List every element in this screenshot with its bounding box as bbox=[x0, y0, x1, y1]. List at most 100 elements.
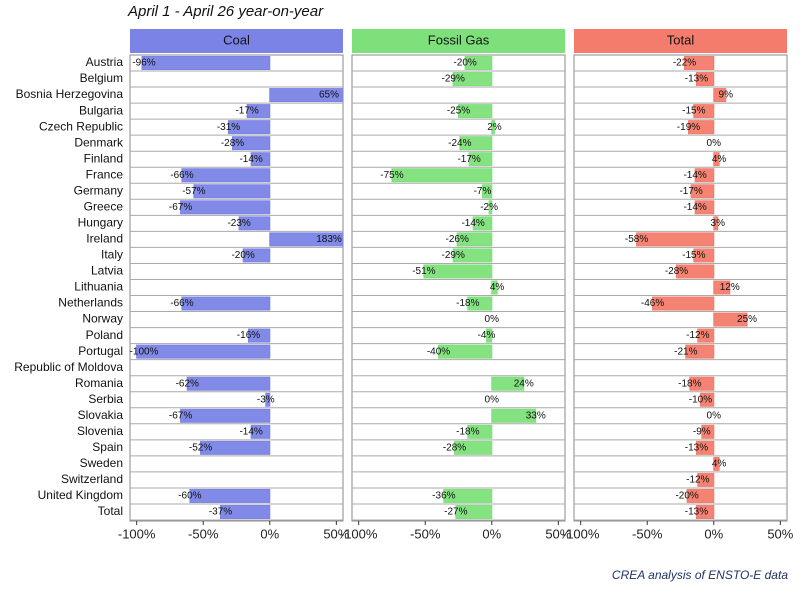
value-label: 4% bbox=[712, 154, 727, 165]
bar bbox=[220, 505, 271, 519]
bar bbox=[695, 72, 715, 87]
value-label: -58% bbox=[625, 234, 648, 245]
bar bbox=[246, 104, 271, 119]
bar bbox=[686, 488, 715, 503]
bar bbox=[454, 440, 493, 455]
header-strip bbox=[352, 29, 565, 53]
bar bbox=[464, 56, 493, 70]
value-label: -28% bbox=[443, 442, 466, 453]
header-strip bbox=[130, 29, 343, 53]
bar bbox=[452, 248, 493, 263]
value-label: -62% bbox=[176, 378, 199, 389]
bar bbox=[468, 152, 493, 167]
bar bbox=[180, 408, 271, 423]
value-label: -96% bbox=[132, 58, 155, 69]
category-label: Greece bbox=[84, 199, 124, 213]
bar bbox=[697, 328, 715, 343]
value-label: -51% bbox=[412, 266, 435, 277]
value-label: -52% bbox=[189, 442, 212, 453]
value-label: -24% bbox=[448, 138, 471, 149]
bar bbox=[238, 216, 271, 231]
value-label: -29% bbox=[441, 74, 464, 85]
bar bbox=[228, 120, 271, 135]
bar bbox=[232, 136, 271, 151]
bar bbox=[694, 168, 715, 183]
value-label: -36% bbox=[432, 491, 455, 502]
bar bbox=[423, 264, 493, 279]
x-tick-label: 0% bbox=[260, 526, 279, 541]
bar bbox=[701, 424, 715, 439]
value-label: -9% bbox=[693, 426, 711, 437]
category-label: Bosnia Herzegovina bbox=[16, 87, 124, 101]
bar bbox=[438, 344, 493, 359]
value-label: -12% bbox=[686, 475, 709, 486]
value-label: -28% bbox=[665, 266, 688, 277]
value-label: 4% bbox=[712, 459, 727, 470]
bar bbox=[713, 216, 719, 231]
value-label: -60% bbox=[178, 491, 201, 502]
category-label: Total bbox=[98, 504, 123, 518]
value-label: -31% bbox=[217, 122, 240, 133]
value-label: -16% bbox=[237, 330, 260, 341]
category-label: Poland bbox=[86, 328, 123, 342]
value-label: -66% bbox=[170, 170, 193, 181]
bar bbox=[713, 152, 720, 167]
x-tick-label: -50% bbox=[188, 526, 219, 541]
bar bbox=[189, 488, 271, 503]
value-label: -10% bbox=[689, 394, 712, 405]
category-label: Romania bbox=[75, 376, 123, 390]
bar bbox=[687, 120, 715, 135]
bar bbox=[685, 344, 715, 359]
category-label: Germany bbox=[74, 183, 123, 197]
value-label: -17% bbox=[679, 186, 702, 197]
bar bbox=[690, 184, 715, 199]
value-label: -14% bbox=[239, 426, 262, 437]
bar bbox=[491, 408, 537, 423]
value-label: 12% bbox=[720, 282, 740, 293]
value-label: 24% bbox=[514, 378, 534, 389]
x-tick-label: 50% bbox=[323, 526, 349, 541]
category-label: Switzerland bbox=[61, 472, 123, 486]
bar bbox=[488, 200, 493, 215]
category-label: Belgium bbox=[80, 71, 123, 85]
value-label: -14% bbox=[239, 154, 262, 165]
value-label: 4% bbox=[490, 282, 505, 293]
x-tick-label: -50% bbox=[410, 526, 441, 541]
caption: CREA analysis of ENSTO-E data bbox=[612, 568, 788, 582]
value-label: -4% bbox=[478, 330, 496, 341]
bar bbox=[181, 168, 271, 183]
x-tick-label: -100% bbox=[340, 526, 378, 541]
value-label: -3% bbox=[257, 394, 275, 405]
value-label: -40% bbox=[427, 346, 450, 357]
bar bbox=[491, 120, 495, 135]
value-label: -27% bbox=[444, 507, 467, 518]
value-label: -66% bbox=[170, 298, 193, 309]
category-label: Norway bbox=[82, 312, 123, 326]
bar bbox=[652, 296, 715, 311]
bar bbox=[695, 440, 715, 455]
category-label: Slovenia bbox=[77, 424, 123, 438]
category-label: Sweden bbox=[80, 456, 123, 470]
bar bbox=[456, 232, 493, 247]
bar bbox=[180, 200, 271, 215]
bar bbox=[695, 505, 715, 519]
bar bbox=[713, 312, 748, 327]
value-label: 0% bbox=[707, 138, 722, 149]
category-label: Lithuania bbox=[74, 280, 123, 294]
value-label: -20% bbox=[453, 58, 476, 69]
bar bbox=[200, 440, 271, 455]
value-label: -67% bbox=[169, 410, 192, 421]
value-label: -57% bbox=[182, 186, 205, 197]
chart-title: April 1 - April 26 year-on-year bbox=[127, 3, 324, 20]
bar bbox=[269, 232, 343, 247]
category-label: Serbia bbox=[88, 392, 123, 406]
value-label: -26% bbox=[445, 234, 468, 245]
value-label: -25% bbox=[447, 106, 470, 117]
category-label: Italy bbox=[101, 248, 123, 262]
value-label: -20% bbox=[231, 250, 254, 261]
header-strip bbox=[574, 29, 787, 53]
value-label: 0% bbox=[485, 314, 500, 325]
value-label: 33% bbox=[526, 410, 546, 421]
value-label: -23% bbox=[227, 218, 250, 229]
category-label: United Kingdom bbox=[38, 488, 123, 502]
